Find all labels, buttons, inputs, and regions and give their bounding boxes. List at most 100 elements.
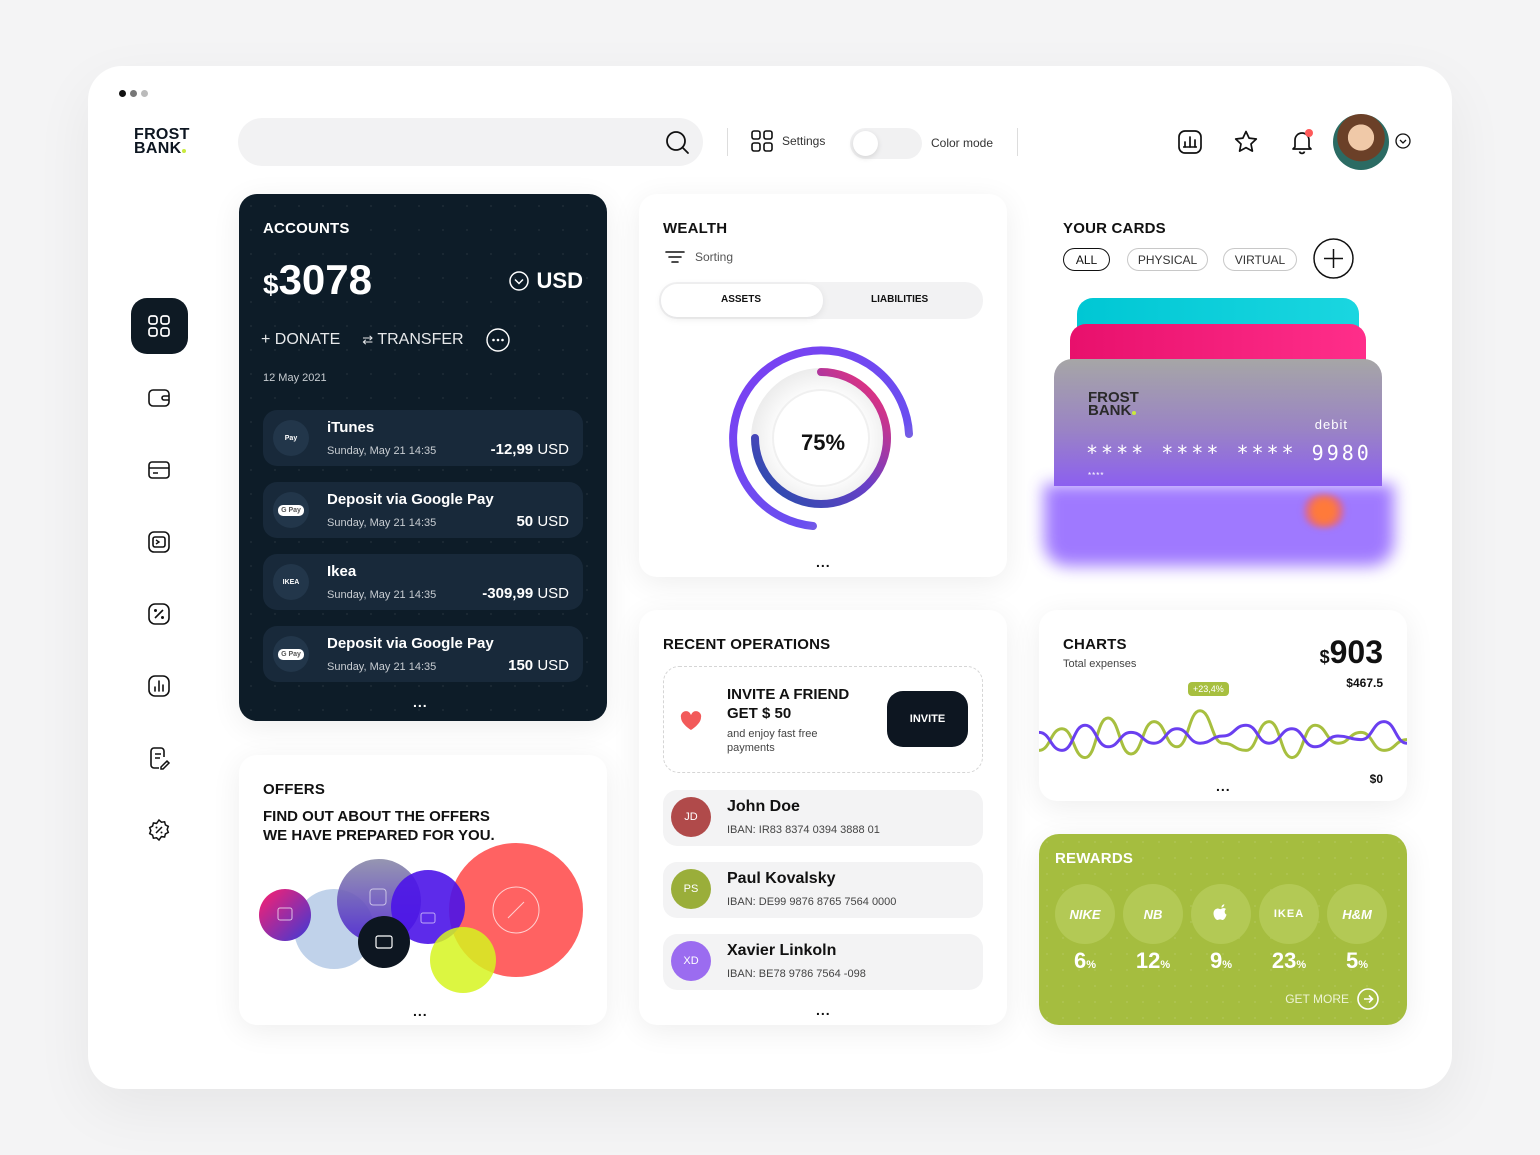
settings-icon[interactable]: [147, 818, 171, 842]
color-mode-toggle[interactable]: [850, 128, 922, 159]
settings-button[interactable]: Settings: [750, 129, 825, 153]
more-button[interactable]: ...: [413, 1003, 428, 1019]
star-icon[interactable]: [1233, 129, 1259, 155]
hm-logo[interactable]: H&M: [1327, 884, 1387, 944]
document-edit-icon[interactable]: [147, 746, 171, 770]
offer-icon: [492, 886, 540, 934]
contact-iban: IBAN: DE99 9876 8765 7564 0000: [727, 896, 897, 908]
transaction-amount: -12,99 USD: [490, 441, 569, 458]
donate-button[interactable]: + DONATE: [261, 331, 340, 349]
invite-title: INVITE A FRIEND GET $ 50: [727, 686, 850, 722]
transaction-row[interactable]: G Pay Deposit via Google Pay Sunday, May…: [263, 482, 583, 538]
more-button[interactable]: ...: [816, 1002, 831, 1018]
transaction-date: Sunday, May 21 14:35: [327, 517, 437, 529]
heart-icon: [680, 711, 702, 730]
more-button[interactable]: ...: [816, 554, 831, 570]
wallet-icon[interactable]: [147, 386, 171, 410]
logo[interactable]: FROST BANK: [134, 127, 190, 157]
add-card-icon[interactable]: [1313, 238, 1354, 279]
card-debit[interactable]: FROST BANK debit **** **** **** 9980 ****: [1054, 359, 1382, 486]
accounts-title: ACCOUNTS: [263, 220, 350, 237]
search-input[interactable]: [238, 118, 703, 166]
card-small-number: ****: [1088, 471, 1105, 480]
get-more-button[interactable]: GET MORE: [1285, 988, 1379, 1010]
invite-subtitle: and enjoy fast free payments: [727, 728, 818, 754]
offer-bubble[interactable]: [430, 927, 496, 993]
reward-percent: 5%: [1345, 948, 1369, 973]
sidebar-item-dashboard[interactable]: [131, 298, 188, 354]
apple-logo[interactable]: [1191, 884, 1251, 944]
nike-logo[interactable]: NIKE: [1055, 884, 1115, 944]
charts-subtitle: Total expenses: [1063, 658, 1137, 670]
wealth-title: WEALTH: [663, 220, 728, 237]
avatar: XD: [671, 941, 711, 981]
donate-label: DONATE: [274, 331, 341, 348]
analytics-icon[interactable]: [147, 674, 171, 698]
wealth-percent: 75%: [800, 430, 846, 455]
transaction-row[interactable]: Pay iTunes Sunday, May 21 14:35 -12,99 U…: [263, 410, 583, 466]
contact-row[interactable]: PS Paul Kovalsky IBAN: DE99 9876 8765 75…: [663, 862, 983, 918]
transfer-icon[interactable]: [147, 530, 171, 554]
offers-bubbles: [259, 843, 583, 993]
percent-icon[interactable]: [147, 602, 171, 626]
ikea-icon: IKEA: [273, 564, 309, 600]
transaction-amount: 150 USD: [508, 657, 569, 674]
offers-subtitle: FIND OUT ABOUT THE OFFERS WE HAVE PREPARE…: [263, 808, 495, 844]
filter-all[interactable]: ALL: [1063, 248, 1110, 271]
transfer-button[interactable]: ⇄ TRANSFER: [362, 331, 463, 349]
offer-bubble[interactable]: [358, 916, 410, 968]
offer-icon: [277, 907, 293, 921]
contact-name: Paul Kovalsky: [727, 870, 836, 887]
currency-select[interactable]: USD: [508, 268, 583, 294]
new-balance-logo[interactable]: NB: [1123, 884, 1183, 944]
swap-icon: ⇄: [362, 332, 374, 347]
window-dot: [130, 90, 137, 97]
chart-series-line: [1039, 720, 1407, 752]
filter-physical[interactable]: PHYSICAL: [1127, 248, 1208, 271]
reward-percent: 6%: [1073, 948, 1097, 973]
more-button[interactable]: ...: [1216, 778, 1231, 794]
arrow-right-icon: [1357, 988, 1379, 1010]
rewards-title: REWARDS: [1055, 850, 1134, 867]
donut-outer-arc: [729, 346, 913, 530]
offers-panel: OFFERS FIND OUT ABOUT THE OFFERS WE HAVE …: [239, 755, 607, 1025]
avatar[interactable]: [1333, 114, 1389, 170]
stats-icon[interactable]: [1177, 129, 1203, 155]
currency-label: USD: [536, 268, 583, 293]
contact-row[interactable]: XD Xavier Linkoln IBAN: BE78 9786 7564 -…: [663, 934, 983, 990]
chevron-down-icon: [508, 271, 529, 291]
offer-bubble[interactable]: [391, 870, 465, 944]
more-options-icon[interactable]: [485, 328, 510, 352]
sorting-button[interactable]: Sorting: [665, 250, 733, 264]
more-button[interactable]: ...: [413, 694, 428, 710]
filter-virtual[interactable]: VIRTUAL: [1223, 248, 1297, 271]
logo-line: BANK: [134, 140, 182, 157]
settings-label: Settings: [782, 134, 826, 148]
chevron-down-icon[interactable]: [1395, 133, 1411, 149]
invite-button[interactable]: INVITE: [887, 691, 968, 747]
chart-series-line: [1039, 709, 1407, 760]
transaction-row[interactable]: IKEA Ikea Sunday, May 21 14:35 -309,99 U…: [263, 554, 583, 610]
transaction-name: iTunes: [327, 419, 375, 436]
contact-row[interactable]: JD John Doe IBAN: IR83 8374 0394 3888 01: [663, 790, 983, 846]
transaction-row[interactable]: G Pay Deposit via Google Pay Sunday, May…: [263, 626, 583, 682]
transaction-name: Deposit via Google Pay: [327, 491, 494, 508]
dashboard-icon: [148, 315, 170, 337]
tab-assets[interactable]: [661, 284, 823, 317]
search-icon[interactable]: [664, 129, 690, 155]
charts-secondary-value: $467.5: [1346, 676, 1383, 690]
window-dot: [119, 90, 126, 97]
tab-liabilities[interactable]: LIABILITIES: [871, 294, 929, 305]
offer-bubble[interactable]: [259, 889, 311, 941]
apple-icon: [1213, 904, 1227, 920]
ikea-logo[interactable]: IKEA: [1259, 884, 1319, 944]
contact-iban: IBAN: BE78 9786 7564 -098: [727, 968, 866, 980]
color-mode-label: Color mode: [931, 136, 994, 150]
transaction-date: Sunday, May 21 14:35: [327, 445, 437, 457]
donut-inner-arc: [751, 368, 891, 508]
reward-percent: 23%: [1271, 948, 1307, 973]
card-glow: [1044, 484, 1394, 566]
card-icon[interactable]: [147, 458, 171, 482]
contact-name: Xavier Linkoln: [727, 942, 837, 959]
accounts-date: 12 May 2021: [263, 372, 327, 384]
